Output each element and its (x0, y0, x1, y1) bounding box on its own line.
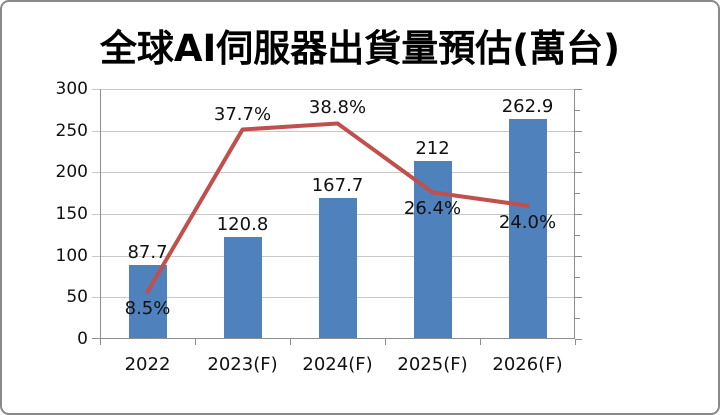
secondary-axis-tick (575, 130, 582, 132)
plot-area: 0 50 100 150 200 250 300 87.7 120.8 167.7 212 262.9… (56, 79, 582, 375)
growth-point-label: 24.0% (498, 211, 557, 233)
bar (508, 118, 547, 338)
y-axis-label: 0 (77, 329, 88, 349)
x-axis-tick (575, 339, 576, 345)
secondary-axis-tick (575, 109, 580, 111)
y-axis-label: 50 (66, 287, 88, 308)
secondary-axis-tick (575, 234, 580, 236)
y-axis-label: 200 (55, 162, 88, 183)
x-axis-label: 2022 (124, 354, 171, 375)
secondary-axis-tick (575, 255, 582, 257)
growth-line (145, 121, 530, 294)
x-axis-line (92, 338, 575, 339)
bar-value-label: 167.7 (311, 175, 364, 197)
x-axis-tick (195, 339, 196, 345)
secondary-axis-tick (575, 214, 582, 215)
secondary-axis-tick (575, 151, 580, 153)
bar (223, 237, 262, 338)
gridline (92, 130, 575, 132)
y-axis-label: 250 (55, 120, 88, 141)
y-axis-line (100, 89, 101, 345)
gridline (92, 89, 575, 90)
growth-point-label: 38.8% (308, 97, 367, 119)
growth-point-label: 37.7% (213, 103, 272, 125)
x-axis-label: 2024(F) (302, 354, 373, 375)
y-axis-label: 150 (55, 204, 88, 224)
secondary-axis-tick (575, 318, 580, 320)
x-axis-tick (290, 339, 291, 345)
secondary-axis-tick (575, 297, 582, 299)
x-axis-label: 2026(F) (492, 354, 563, 375)
growth-point-label: 26.4% (403, 198, 462, 220)
bar-value-label: 87.7 (127, 241, 168, 263)
chart-title: 全球AI伺服器出貨量預估(萬台) (99, 27, 621, 70)
y-axis-label: 100 (55, 245, 88, 266)
bar-value-label: 262.9 (501, 95, 554, 117)
bar-value-label: 120.8 (216, 214, 269, 236)
secondary-axis-tick (575, 193, 580, 195)
x-axis-label: 2025(F) (397, 354, 468, 375)
x-axis-tick (100, 339, 101, 345)
secondary-axis-tick (575, 276, 580, 278)
secondary-axis-tick (575, 89, 582, 90)
gridline (92, 172, 575, 174)
secondary-axis-tick (575, 172, 582, 174)
y-axis-label: 300 (55, 79, 88, 99)
x-axis-tick (480, 339, 481, 345)
x-axis-label: 2023(F) (207, 354, 278, 375)
bar (128, 264, 167, 338)
bar-value-label: 212 (415, 138, 450, 160)
x-axis-tick (385, 339, 386, 345)
secondary-axis-tick (575, 339, 582, 340)
secondary-y-axis-line (574, 89, 575, 339)
growth-point-label: 8.5% (124, 297, 171, 319)
bar (318, 198, 357, 338)
